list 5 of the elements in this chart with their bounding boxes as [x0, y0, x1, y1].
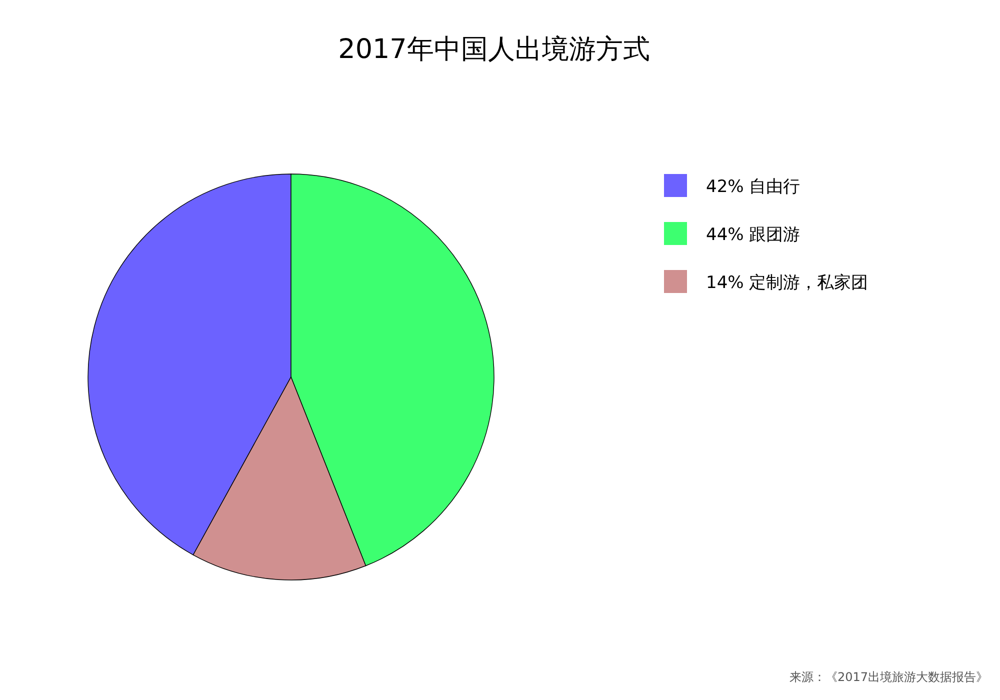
title: 2017年中国人出境游方式	[338, 34, 650, 65]
legend-label: 42% 自由行	[706, 177, 800, 197]
annotation: 来源：《2017出境旅游大数据报告》	[789, 670, 988, 684]
legend-label: 44% 跟团游	[706, 225, 800, 245]
legend-label: 14% 定制游，私家团	[706, 273, 868, 293]
